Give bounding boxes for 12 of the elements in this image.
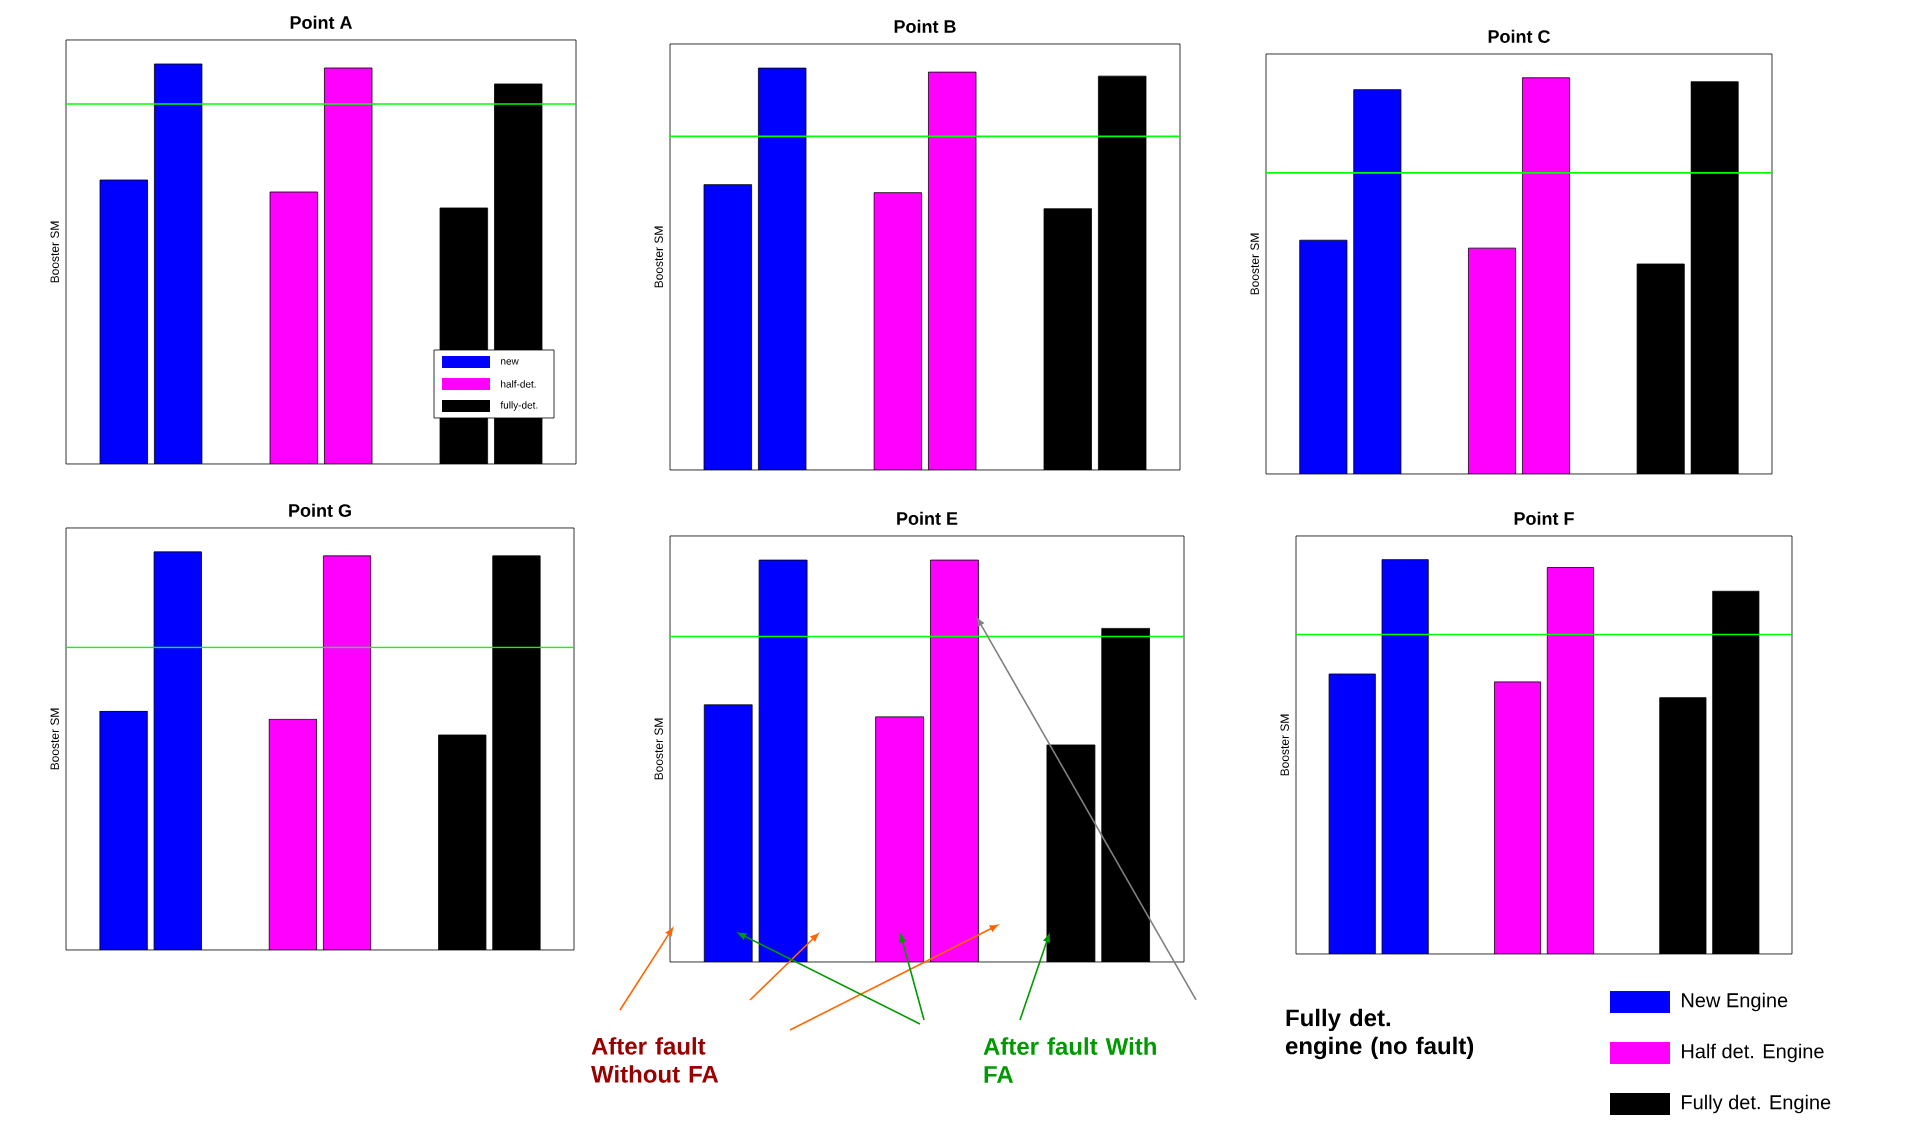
text: Fully det. engine (no fault): [1285, 1008, 1474, 1060]
chart-title: Point A: [290, 15, 353, 29]
text: New Engine: [1682, 992, 1788, 1012]
text: Half det. Engine: [1682, 1043, 1824, 1063]
chart-title: Point E: [897, 511, 958, 525]
text: Fully det. Engine: [1682, 1094, 1831, 1114]
text: After fault With FA: [983, 1037, 1156, 1083]
text: After fault Without FA: [591, 1037, 719, 1083]
chart-title: Point C: [1488, 29, 1550, 43]
chart-title: Point F: [1514, 511, 1574, 525]
chart-title: Point G: [289, 503, 351, 517]
chart-title: Point B: [894, 19, 956, 33]
